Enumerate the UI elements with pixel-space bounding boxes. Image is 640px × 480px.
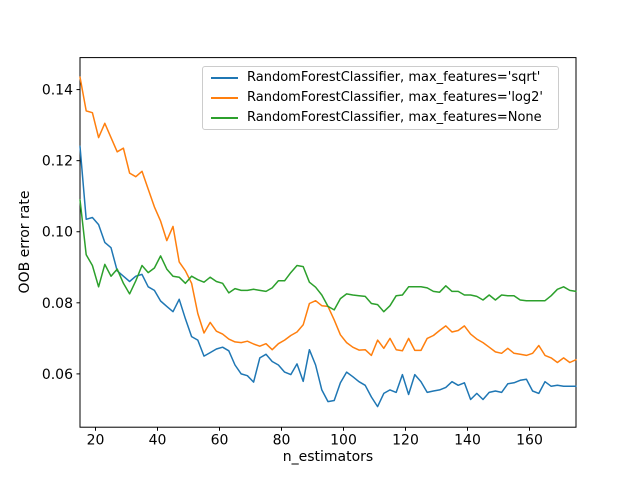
y-tick-label: 0.12 <box>42 154 73 170</box>
x-axis-label: n_estimators <box>283 449 373 465</box>
y-tick-label: 0.08 <box>42 296 73 312</box>
x-tick-label: 160 <box>516 433 543 449</box>
axes-spines <box>79 57 577 428</box>
y-tick-label: 0.06 <box>42 367 73 383</box>
x-tick-label: 120 <box>392 433 419 449</box>
legend-item-sqrt: RandomForestClassifier, max_features='sq… <box>211 68 550 88</box>
legend-label-log2: RandomForestClassifier, max_features='lo… <box>247 90 543 105</box>
x-tick-label: 60 <box>211 433 229 449</box>
legend-item-none: RandomForestClassifier, max_features=Non… <box>211 108 550 128</box>
y-axis-label: OOB error rate <box>17 191 33 294</box>
legend-label-none: RandomForestClassifier, max_features=Non… <box>247 110 542 125</box>
legend-line-sample-none <box>211 117 238 119</box>
legend-line-sample-sqrt <box>211 77 238 79</box>
x-tick-label: 80 <box>273 433 291 449</box>
y-tick-label: 0.14 <box>42 83 73 99</box>
series-line-sqrt <box>79 145 577 408</box>
y-tick-label: 0.10 <box>42 225 73 241</box>
x-tick-label: 100 <box>330 433 357 449</box>
series-line-none <box>79 199 577 313</box>
legend-label-sqrt: RandomForestClassifier, max_features='sq… <box>247 70 541 85</box>
x-tick-label: 40 <box>149 433 167 449</box>
legend-line-sample-log2 <box>211 97 238 99</box>
legend-item-log2: RandomForestClassifier, max_features='lo… <box>211 88 550 108</box>
x-tick-label: 140 <box>454 433 481 449</box>
legend: RandomForestClassifier, max_features='sq… <box>202 66 559 130</box>
x-tick-label: 20 <box>87 433 105 449</box>
